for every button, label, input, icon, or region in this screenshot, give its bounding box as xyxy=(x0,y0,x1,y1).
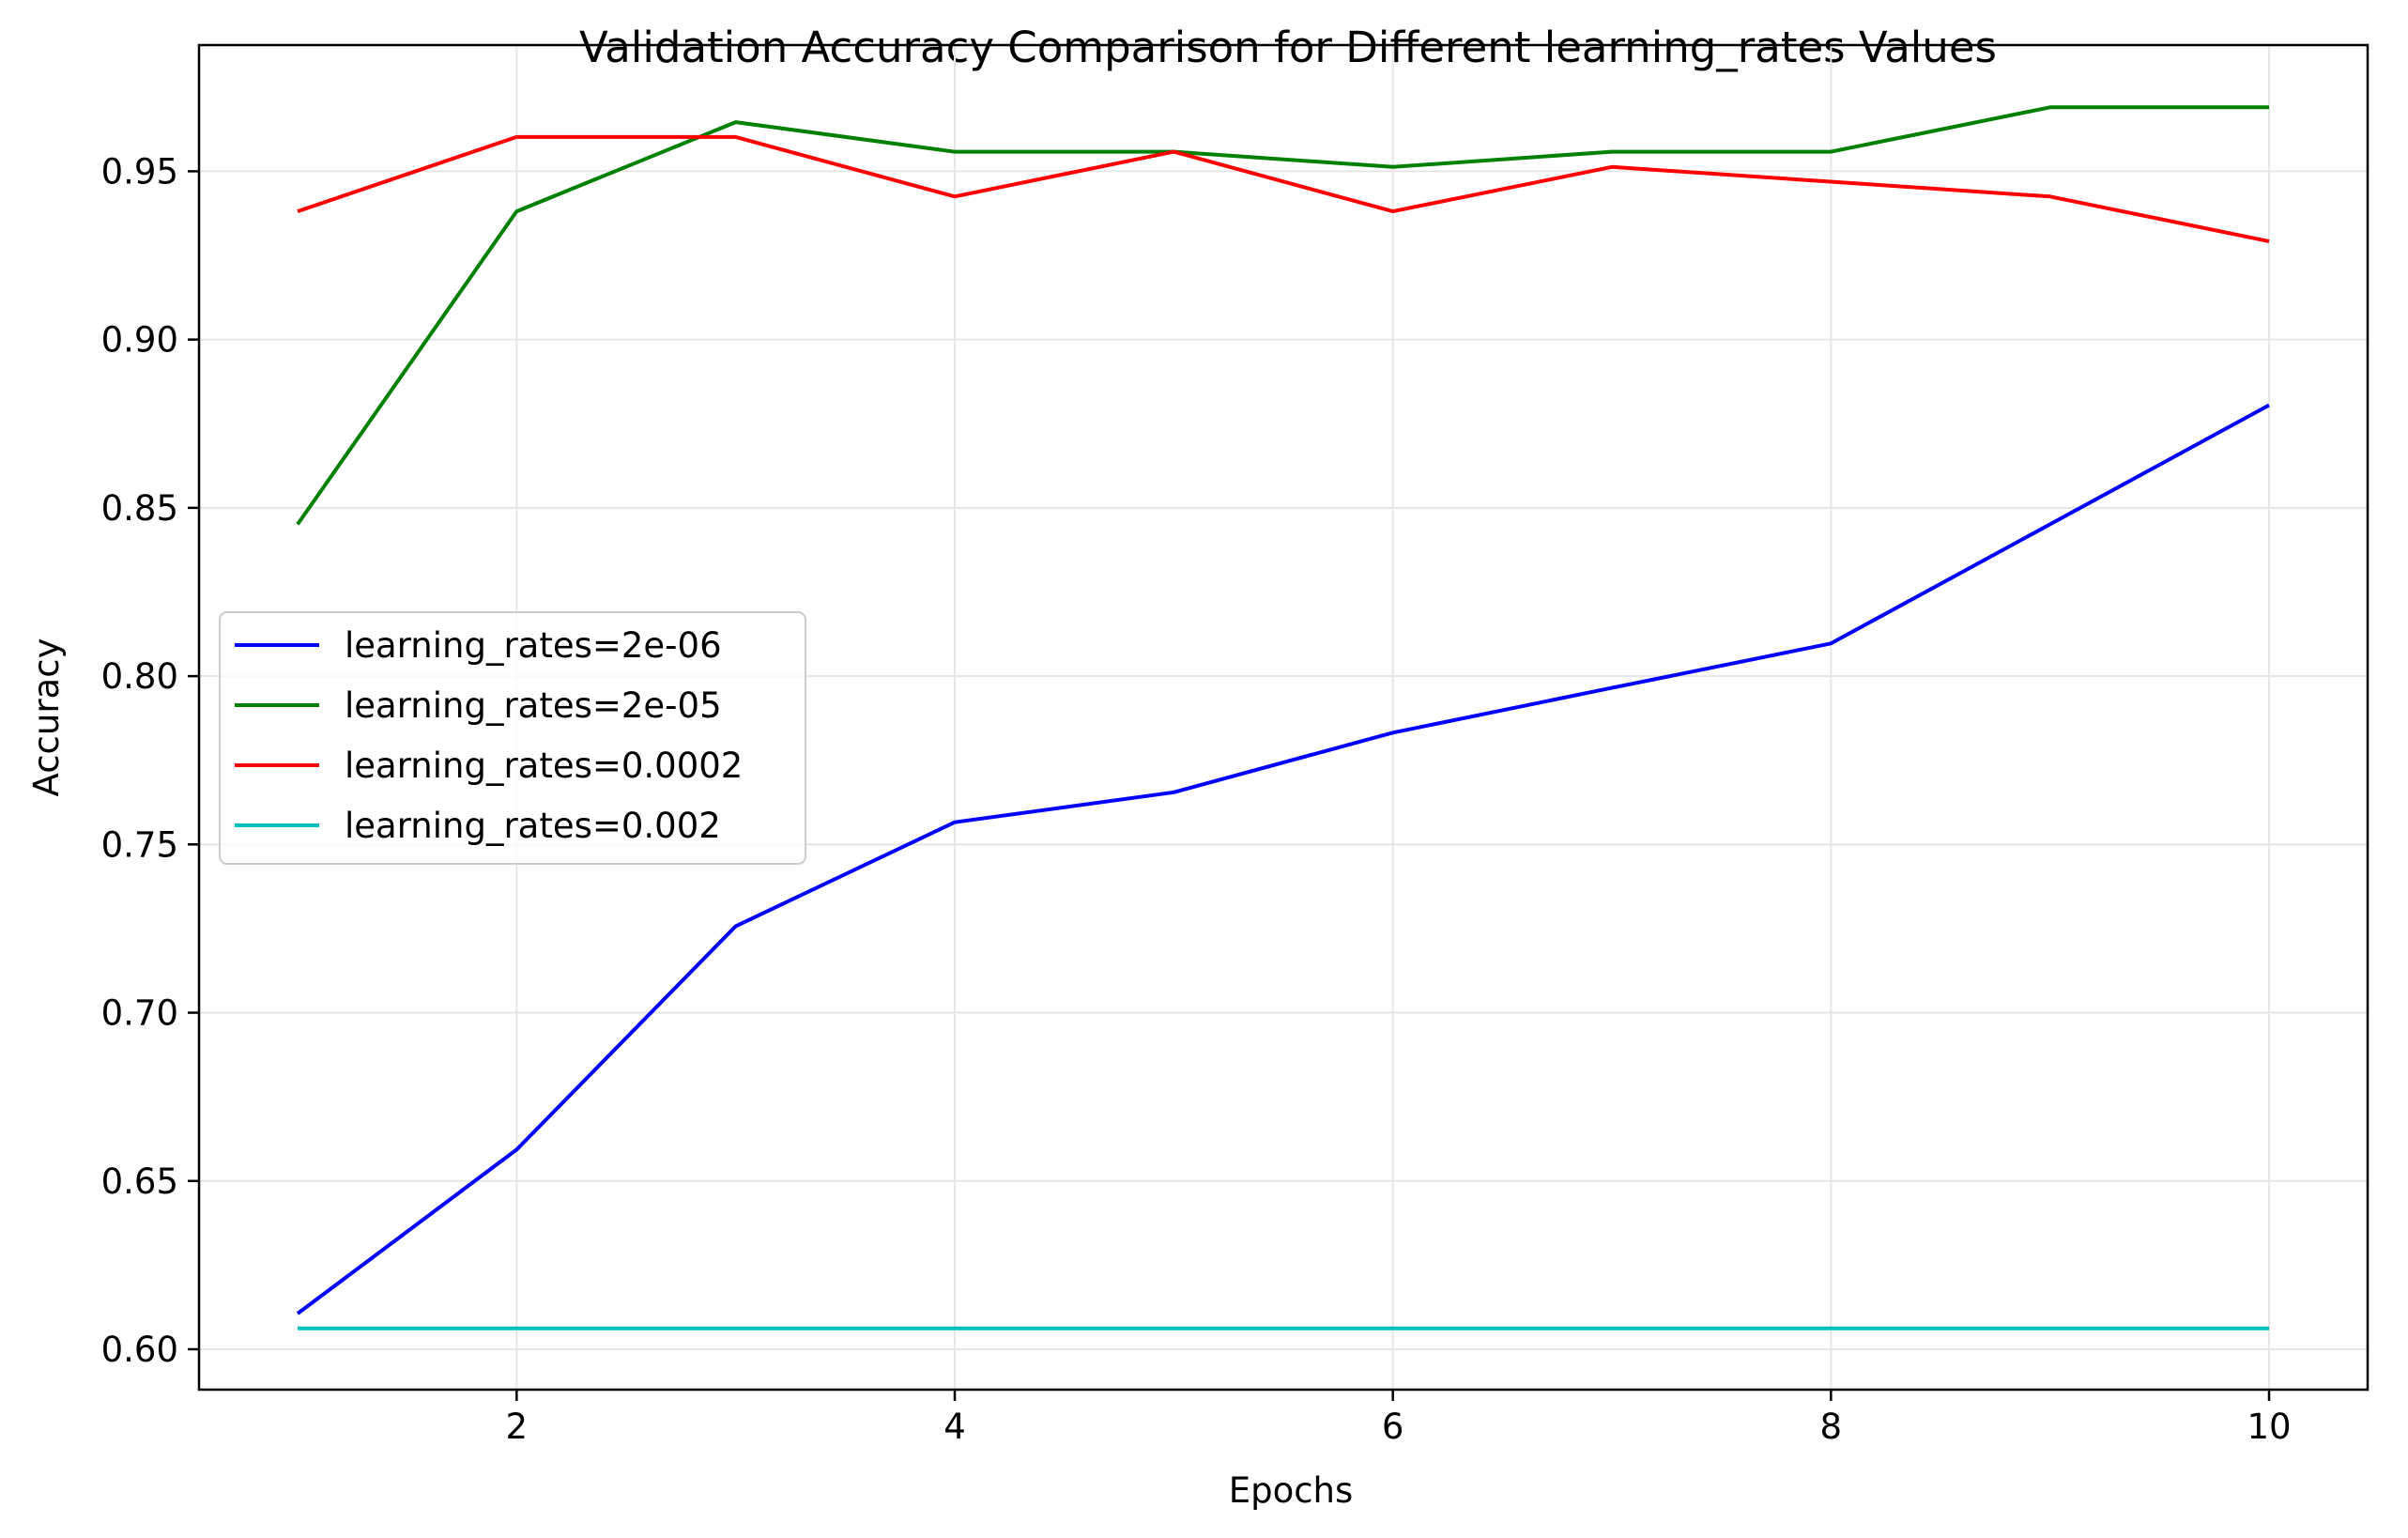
legend-box xyxy=(219,611,806,865)
legend-item-label: learning_rates=2e-06 xyxy=(345,625,722,666)
series-lines xyxy=(296,105,2270,1330)
legend: learning_rates=2e-06 learning_rates=2e-05… xyxy=(219,611,806,865)
legend-item-label: learning_rates=2e-05 xyxy=(345,685,722,726)
series-line xyxy=(296,105,2269,526)
x-tick-label: 2 xyxy=(506,1407,529,1447)
y-tick-label: 0.60 xyxy=(101,1330,178,1370)
y-tick-label: 0.80 xyxy=(101,656,178,697)
y-tick-label: 0.65 xyxy=(101,1161,178,1202)
x-tick-label: 6 xyxy=(1382,1407,1404,1447)
y-tick-label: 0.70 xyxy=(101,993,178,1034)
x-axis-ticks: 2 4 6 8 10 xyxy=(506,1390,2292,1447)
series-line xyxy=(297,134,2270,243)
series-line xyxy=(296,403,2270,1315)
plot-area-frame xyxy=(197,43,2370,1392)
y-tick-label: 0.85 xyxy=(101,488,178,529)
y-axis-label: Accuracy xyxy=(26,638,67,797)
y-tick-label: 0.90 xyxy=(101,320,178,361)
x-axis-label: Epochs xyxy=(1229,1470,1354,1511)
x-tick-label: 4 xyxy=(943,1407,966,1447)
y-axis-ticks: 0.60 0.65 0.70 0.75 0.80 0.85 0.90 0.95 xyxy=(101,151,199,1370)
x-tick-label: 8 xyxy=(1820,1407,1843,1447)
x-tick-label: 10 xyxy=(2247,1407,2291,1447)
chart-title: Validation Accuracy Comparison for Diffe… xyxy=(579,23,1997,72)
legend-item-label: learning_rates=0.002 xyxy=(345,806,721,846)
y-tick-label: 0.75 xyxy=(101,824,178,865)
legend-item-label: learning_rates=0.0002 xyxy=(345,746,743,786)
y-tick-label: 0.95 xyxy=(101,151,178,192)
